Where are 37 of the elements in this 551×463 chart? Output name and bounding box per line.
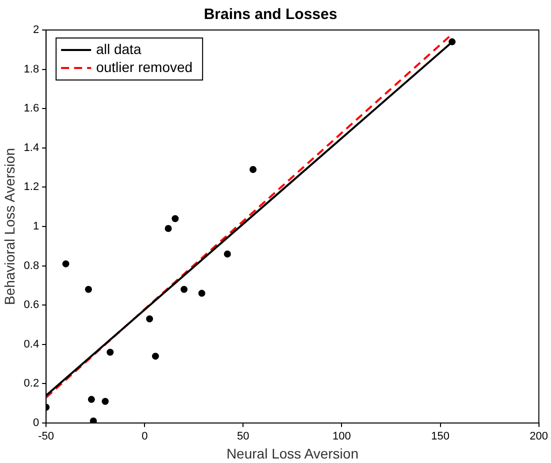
y-tick-label: 1	[32, 220, 40, 233]
point	[250, 166, 257, 174]
y-axis-title: Behavioral Loss Aversion	[1, 148, 18, 305]
y-tick-label: 0.6	[24, 299, 40, 312]
point	[152, 352, 159, 360]
x-axis-title: Neural Loss Aversion	[226, 445, 358, 462]
point	[198, 290, 206, 297]
point	[224, 250, 231, 258]
point	[146, 315, 154, 322]
x-tick-label: 0	[142, 430, 148, 443]
legend-label: all data	[96, 40, 142, 57]
y-tick-label: 1.6	[24, 102, 40, 115]
point	[102, 398, 109, 405]
point	[164, 224, 172, 232]
y-tick-label: 1.2	[24, 181, 40, 194]
point	[88, 396, 95, 403]
y-tick-label: 0.8	[24, 260, 40, 272]
y-tick-label: 0.4	[24, 338, 40, 350]
x-tick-label: 50	[237, 430, 250, 443]
point	[90, 418, 97, 423]
x-tick-label: 200	[530, 430, 548, 443]
y-tick-label: 1.4	[24, 142, 40, 154]
chart-title: Brains and Losses	[204, 6, 338, 24]
x-tick-label: -50	[38, 430, 54, 443]
point	[62, 260, 70, 268]
legend-label: outlier removed	[96, 58, 193, 75]
point	[84, 286, 92, 293]
y-tick-label: 1.8	[24, 63, 40, 76]
x-tick-label: 150	[431, 430, 450, 443]
point	[172, 215, 179, 222]
y-tick-label: 2	[32, 24, 40, 36]
point	[448, 38, 456, 46]
x-tick-label: 100	[332, 430, 351, 443]
point	[106, 348, 114, 356]
point	[180, 286, 188, 293]
y-tick-label: 0.2	[24, 378, 40, 390]
y-tick-label: 0	[32, 417, 40, 430]
